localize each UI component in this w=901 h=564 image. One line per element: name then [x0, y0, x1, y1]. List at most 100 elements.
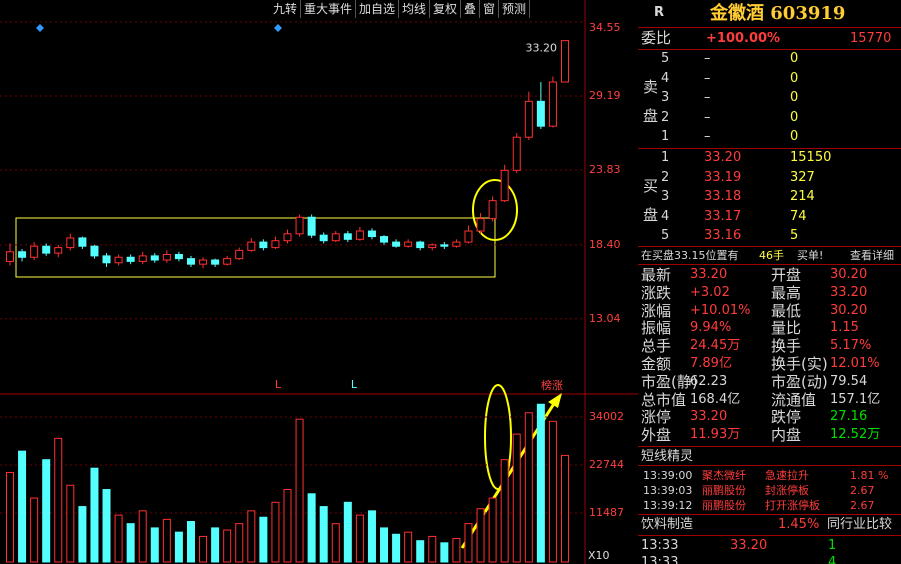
stat-value: 1.15: [830, 320, 859, 336]
volume-bar: [331, 523, 340, 563]
level: 4: [661, 208, 670, 224]
stat-label: 市盈(动): [771, 372, 828, 391]
stat-label: 跌停: [771, 408, 802, 427]
industry-change: 1.45%: [778, 517, 820, 532]
volume-bar: [271, 501, 280, 563]
y-tick-label: 29.19: [589, 89, 621, 102]
divider: [638, 27, 901, 28]
candle-body: [476, 218, 485, 232]
elf-cell: 丽鹏股份: [702, 484, 746, 497]
volume-bar: [114, 514, 123, 563]
stat-value: 27.16: [830, 409, 868, 425]
stat-label: 流通值: [771, 390, 817, 409]
stat-label: 最新: [641, 266, 672, 284]
level: 5: [661, 228, 670, 244]
stat-value: 33.20: [690, 267, 728, 282]
level: 2: [661, 109, 670, 125]
stat-value: 157.1亿: [830, 391, 881, 407]
notice: 买单!: [797, 249, 824, 262]
elf-cell: 13:39:03: [643, 484, 693, 497]
volume-bar: [380, 527, 389, 563]
stat-value: 62.23: [690, 373, 728, 389]
volume: 327: [790, 169, 815, 185]
section-title: 短线精灵: [641, 449, 694, 464]
volume-bar: [343, 501, 352, 563]
volume-bar: [199, 535, 208, 563]
divider: [638, 514, 901, 515]
elf-cell: 聚杰微纤: [702, 469, 746, 482]
level: 4: [661, 70, 670, 86]
toolbar-button[interactable]: 九转: [270, 0, 302, 18]
elf-cell: 1.81 %: [850, 469, 889, 482]
tick-volume: 1: [828, 538, 837, 553]
toolbar-button[interactable]: 加自选: [356, 0, 400, 18]
divider: [638, 264, 901, 265]
industry-compare[interactable]: 同行业比较: [827, 517, 893, 532]
divider: [638, 148, 901, 149]
candle-body: [536, 100, 545, 127]
candle-body: [512, 136, 521, 171]
volume-bar: [126, 523, 135, 563]
volume: 15150: [790, 150, 832, 165]
notice[interactable]: 查看详细: [850, 249, 894, 262]
price: –: [704, 109, 711, 125]
volume-bar: [464, 523, 473, 563]
toolbar-button[interactable]: 重大事件: [301, 0, 357, 18]
volume: 0: [790, 90, 799, 106]
chart: 34.55 29.19 23.83 18.40 13.04 33.20 34002 22744…: [0, 0, 638, 564]
stat-value: +3.02: [690, 284, 730, 300]
candle-body: [102, 255, 111, 264]
candle-body: [331, 233, 340, 242]
volume-bar: [102, 489, 111, 563]
volume-bar: [174, 531, 183, 563]
toolbar-button[interactable]: 均线: [399, 0, 431, 18]
toolbar-button[interactable]: 复权: [430, 0, 462, 18]
volume-bar: [42, 459, 51, 563]
toolbar-button[interactable]: 预测: [499, 0, 531, 18]
toolbar-button[interactable]: 叠: [461, 0, 481, 18]
stat-label: 外盘: [641, 426, 672, 445]
candle-body: [114, 256, 123, 264]
volume-bar: [367, 510, 376, 563]
price: 33.19: [704, 169, 742, 185]
label: 委比: [641, 29, 672, 47]
volume-bar: [512, 433, 521, 563]
divider: [638, 446, 901, 447]
tick-time: 13:33: [641, 555, 679, 564]
toolbar-button[interactable]: 窗: [480, 0, 500, 18]
stat-label: 市盈(静): [641, 372, 698, 391]
volume-bar: [283, 489, 292, 563]
notice: 在买盘33.15位置有: [641, 249, 739, 262]
volume: 214: [790, 189, 815, 205]
level: 1: [661, 129, 670, 145]
candle-body: [452, 241, 461, 247]
volume-bar: [90, 467, 99, 563]
price: 33.18: [704, 189, 742, 205]
candle-body: [235, 249, 244, 260]
tag: 榜涨: [541, 378, 563, 392]
candle-body: [440, 244, 449, 247]
volume: 5: [790, 228, 799, 244]
stat-value: 5.17%: [830, 338, 872, 354]
elf-cell: 2.67: [850, 499, 875, 512]
stat-value: 168.4亿: [690, 391, 741, 407]
stat-value: 12.52万: [830, 427, 881, 443]
stat-label: 总市值: [641, 390, 687, 409]
letter: R: [654, 5, 665, 20]
candle-body: [6, 251, 14, 262]
volume-bar: [416, 540, 425, 563]
stat-label: 换手(实): [771, 355, 828, 373]
candle-body: [307, 216, 316, 236]
tick-price: 33.20: [730, 538, 768, 553]
volume-bar: [150, 527, 159, 563]
volume-bar: [186, 521, 195, 563]
volume: 0: [790, 51, 799, 66]
y-tick-label: 13.04: [589, 312, 621, 325]
candle-body: [199, 259, 208, 265]
volume: 0: [790, 70, 799, 86]
stat-value: 11.93万: [690, 427, 741, 443]
stat-value: 30.20: [830, 302, 868, 318]
candle-body: [66, 237, 75, 249]
stat-value: 7.89亿: [690, 356, 732, 371]
stat-label: 振幅: [641, 319, 672, 338]
